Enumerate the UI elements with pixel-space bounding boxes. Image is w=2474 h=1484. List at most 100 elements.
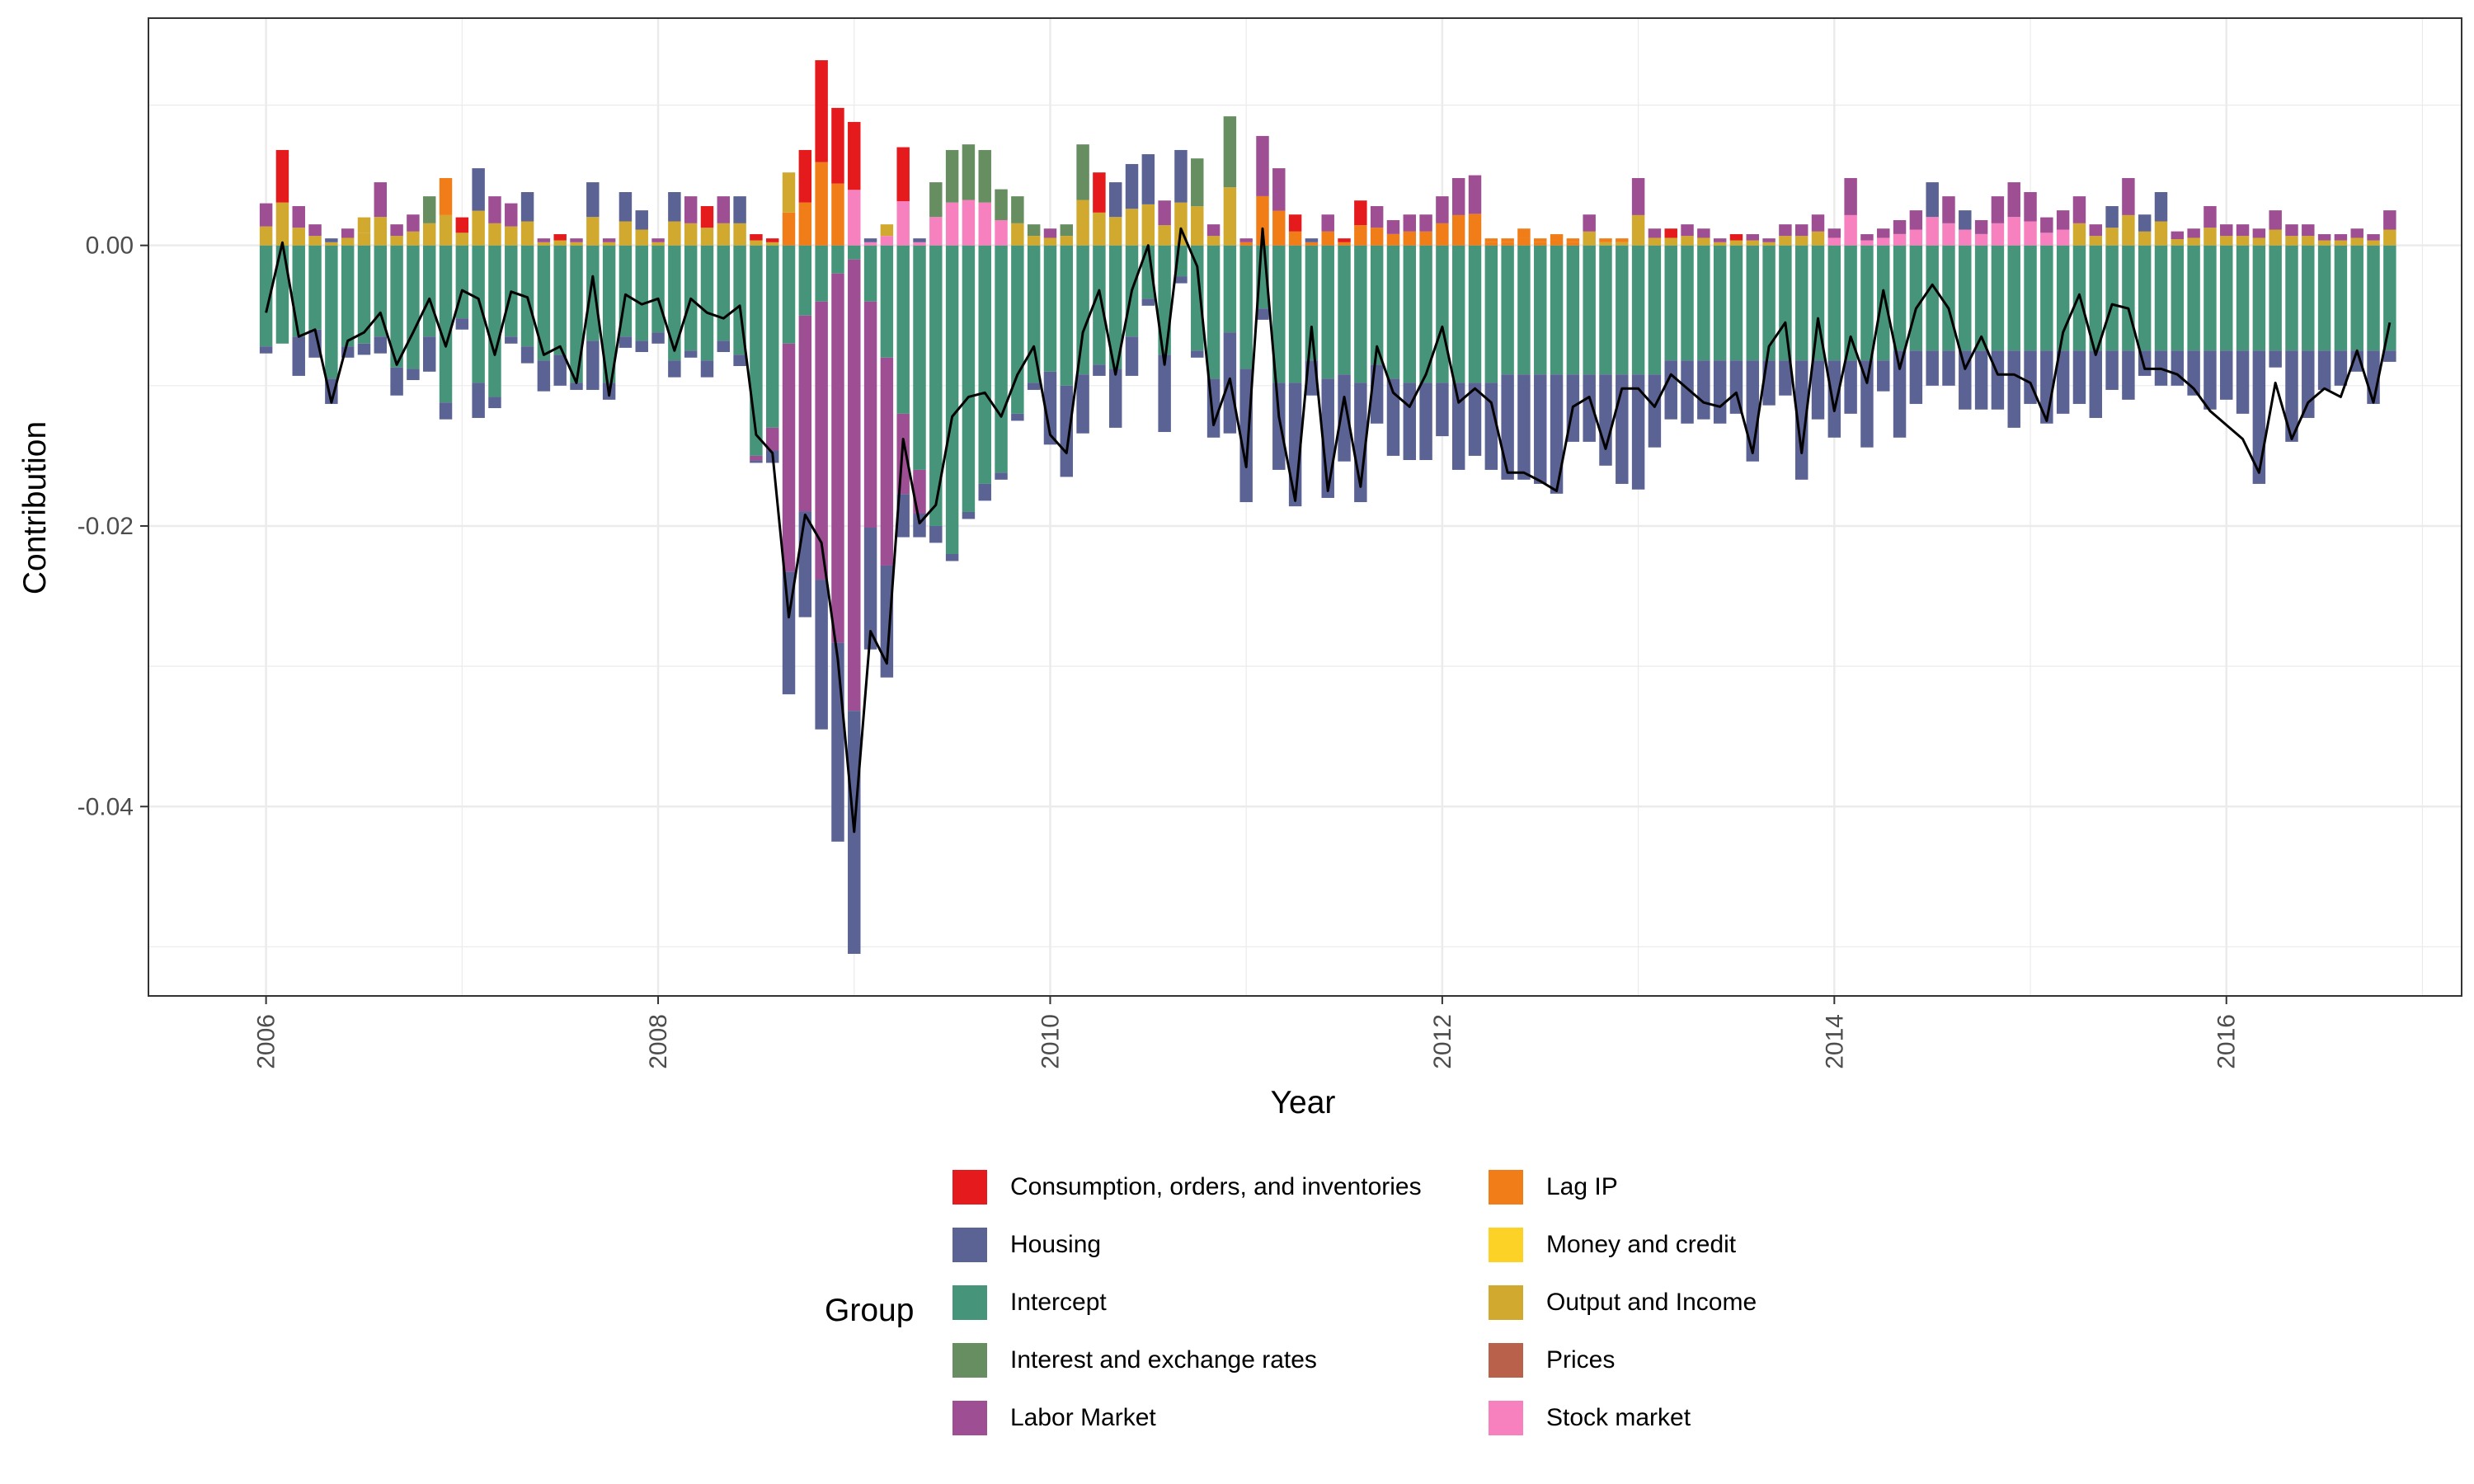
bar-housing-negative xyxy=(1550,374,1564,494)
bar-positive-top xyxy=(292,206,305,228)
legend-label: Labor Market xyxy=(1010,1404,1156,1431)
bar-positive-base xyxy=(700,228,714,246)
bar-positive-top xyxy=(1027,224,1041,237)
bar-intercept xyxy=(880,245,894,358)
bar-positive-top xyxy=(896,147,910,202)
bar-positive-top xyxy=(2154,191,2168,222)
bar-intercept xyxy=(1141,245,1155,299)
bar-housing-negative xyxy=(2072,350,2086,404)
bar-intercept xyxy=(1844,245,1857,361)
bar-positive-base xyxy=(848,190,861,246)
bar-positive-top xyxy=(537,238,551,242)
y-tick-label: -0.04 xyxy=(78,793,134,820)
bar-intercept xyxy=(570,245,583,383)
bar-positive-top xyxy=(782,172,796,213)
bar-intercept xyxy=(390,245,403,368)
bar-positive-base xyxy=(1648,237,1662,246)
bar-positive-base xyxy=(2285,236,2298,246)
bar-intercept xyxy=(2122,245,2135,351)
bar-positive-base xyxy=(1386,233,1400,246)
bar-positive-base xyxy=(1076,200,1089,246)
bar-positive-top xyxy=(520,191,534,222)
bar-intercept xyxy=(1501,245,1514,375)
bar-positive-top xyxy=(341,228,355,238)
bar-positive-base xyxy=(1583,231,1596,246)
legend-item: Interest and exchange rates xyxy=(952,1342,1317,1378)
bar-intercept xyxy=(1338,245,1351,375)
bar-positive-base xyxy=(896,201,910,246)
bar-intercept xyxy=(2154,245,2168,351)
bar-positive-base xyxy=(1762,242,1776,246)
bar-positive-top xyxy=(2220,224,2233,237)
bar-intercept xyxy=(422,245,436,337)
bar-intercept xyxy=(1926,245,1939,351)
bar-housing-negative xyxy=(635,340,648,352)
x-tick-label: 2006 xyxy=(253,1014,280,1069)
bar-positive-top xyxy=(390,224,403,237)
bar-housing-negative xyxy=(259,346,273,354)
bar-positive-top xyxy=(1076,144,1089,200)
bar-intercept xyxy=(1616,245,1629,375)
bar-positive-top xyxy=(1534,238,1547,242)
bar-intercept xyxy=(1027,245,1041,383)
legend-label: Intercept xyxy=(1010,1289,1107,1316)
bar-positive-base xyxy=(2317,240,2331,246)
bar-housing-negative xyxy=(1827,360,1841,438)
bar-positive-base xyxy=(1305,242,1319,246)
bar-positive-base xyxy=(2269,229,2282,246)
bar-labor-market-negative xyxy=(765,427,779,451)
bar-positive-base xyxy=(2122,214,2135,246)
bar-positive-top xyxy=(1321,214,1334,232)
bar-positive-top xyxy=(1191,158,1204,207)
bar-positive-base xyxy=(1926,217,1939,246)
bar-positive-top xyxy=(2122,177,2135,215)
bar-positive-base xyxy=(717,223,731,246)
bar-housing-negative xyxy=(2383,350,2396,362)
bar-positive-top xyxy=(439,177,453,215)
bar-housing-negative xyxy=(292,336,305,376)
bar-positive-top xyxy=(1942,196,1955,223)
bar-housing-negative xyxy=(1468,383,1482,456)
bar-positive-base xyxy=(995,220,1008,246)
bar-positive-top xyxy=(2236,224,2250,237)
bar-intercept xyxy=(537,245,551,361)
bar-positive-base xyxy=(1191,206,1204,246)
legend-swatch xyxy=(952,1228,987,1262)
bar-positive-base xyxy=(1794,236,1808,246)
bar-housing-negative xyxy=(668,360,681,378)
bar-housing-negative xyxy=(618,336,633,348)
bar-housing-negative xyxy=(1811,360,1825,420)
bar-positive-base xyxy=(1256,195,1269,246)
bar-positive-base xyxy=(1403,231,1417,246)
bar-housing-negative xyxy=(374,336,388,354)
bar-housing-negative xyxy=(488,397,501,409)
bar-positive-base xyxy=(2154,221,2168,246)
bar-positive-top xyxy=(798,149,812,203)
bar-housing-negative xyxy=(2056,350,2070,414)
bar-intercept xyxy=(2187,245,2200,351)
bar-intercept xyxy=(1060,245,1074,386)
bar-positive-base xyxy=(1517,237,1531,246)
bar-intercept xyxy=(717,245,731,341)
bar-intercept xyxy=(1664,245,1677,361)
bar-intercept xyxy=(1893,245,1907,351)
bar-intercept xyxy=(2302,245,2315,351)
bar-positive-top xyxy=(1631,177,1645,215)
bar-intercept xyxy=(1370,245,1384,365)
bar-positive-base xyxy=(2220,236,2233,246)
bar-housing-negative xyxy=(1239,369,1253,503)
bar-positive-top xyxy=(945,149,959,203)
bar-positive-base xyxy=(635,229,648,246)
line-layer xyxy=(265,227,2392,834)
legend-swatch xyxy=(952,1401,987,1435)
bar-housing-negative xyxy=(1991,350,2005,410)
bar-intercept xyxy=(2317,245,2331,351)
bar-intercept xyxy=(2252,245,2266,351)
bar-positive-base xyxy=(1844,214,1857,246)
bar-intercept xyxy=(848,245,861,260)
bar-positive-base xyxy=(765,242,779,246)
bar-housing-negative xyxy=(1713,360,1727,424)
bar-intercept xyxy=(2138,245,2152,351)
bar-positive-top xyxy=(2007,182,2020,218)
bar-intercept xyxy=(896,245,910,414)
